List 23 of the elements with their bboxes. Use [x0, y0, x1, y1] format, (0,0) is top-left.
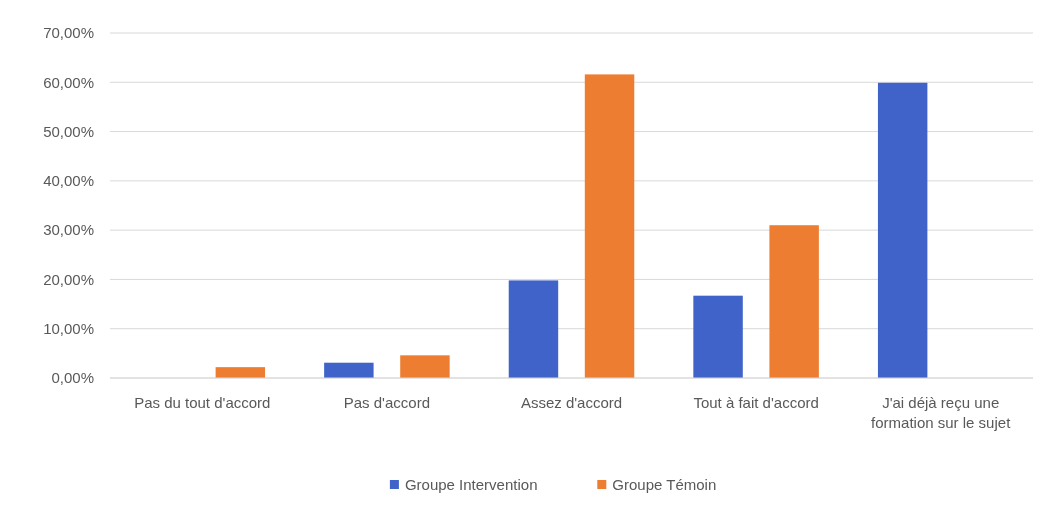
- x-tick-label: Assez d'accord: [520, 394, 623, 411]
- y-tick-label: 40,00%: [43, 172, 94, 190]
- y-tick-label: 50,00%: [43, 122, 94, 140]
- bar: [324, 362, 374, 378]
- x-tick-label: Pas d'accord: [343, 394, 431, 411]
- bar: [877, 82, 928, 378]
- x-tick-label: J'ai déjà reçu une formation sur le sujet: [871, 394, 1012, 431]
- legend-label: Groupe Intervention: [404, 476, 538, 494]
- y-tick-label: 30,00%: [43, 221, 94, 239]
- y-tick-label: 0,00%: [51, 369, 94, 387]
- bar: [508, 280, 559, 378]
- y-tick-label: 60,00%: [43, 73, 94, 91]
- y-tick-label: 10,00%: [43, 319, 94, 337]
- bar: [584, 74, 635, 378]
- bar: [400, 355, 450, 378]
- bar: [769, 225, 819, 378]
- bar: [215, 367, 266, 378]
- legend-label: Groupe Témoin: [612, 476, 717, 494]
- y-tick-label: 20,00%: [43, 270, 94, 288]
- bar: [693, 295, 743, 378]
- x-tick-label: Pas du tout d'accord: [134, 394, 271, 411]
- x-tick-label: Tout à fait d'accord: [693, 394, 819, 411]
- y-tick-label: 70,00%: [43, 24, 94, 42]
